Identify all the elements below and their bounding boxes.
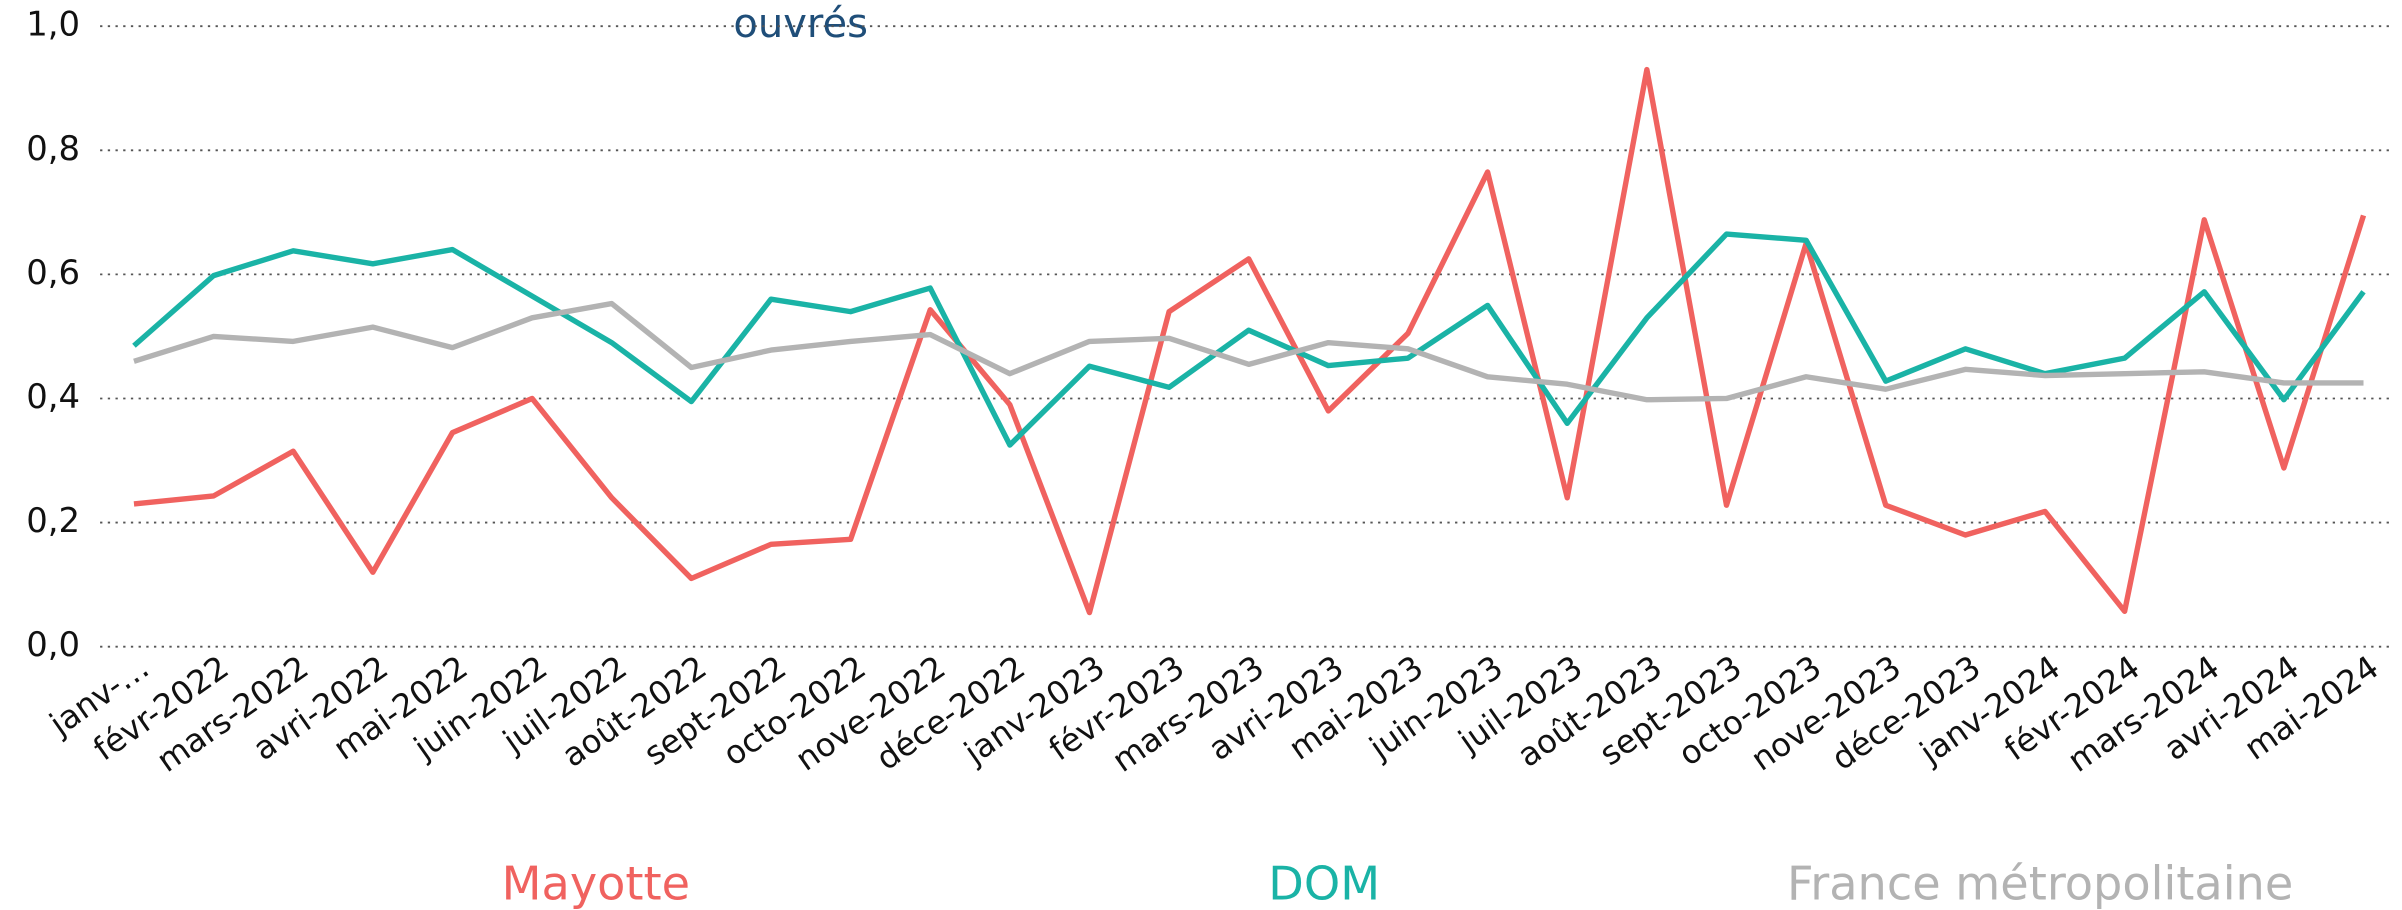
y-tick-label: 0,4 — [26, 377, 80, 416]
legend-entry: Mayotte — [502, 856, 690, 910]
y-tick-label: 0,6 — [26, 253, 80, 292]
legend-entry: DOM — [1268, 856, 1380, 910]
y-tick-label: 0,2 — [26, 501, 80, 540]
series-line — [133, 66, 2367, 616]
series-line — [132, 231, 2366, 448]
y-tick-label: 0,8 — [26, 129, 80, 168]
chart-title: ouvrés — [733, 1, 868, 47]
legend-entry: France métropolitaine — [1787, 856, 2293, 910]
y-tick-label: 0,0 — [26, 625, 80, 664]
y-tick-label: 1,0 — [26, 5, 80, 44]
series-line — [133, 300, 2364, 403]
